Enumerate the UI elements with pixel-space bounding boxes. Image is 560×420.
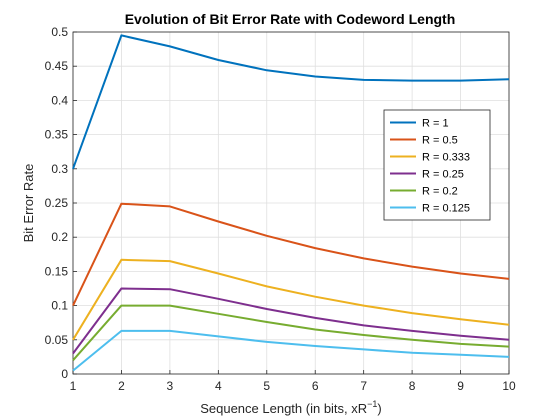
- y-axis-label: Bit Error Rate: [21, 164, 36, 243]
- legend-label: R = 0.125: [422, 203, 470, 215]
- y-tick-label: 0.35: [45, 128, 69, 142]
- legend: R = 1 R = 0.5 R = 0.333 R = 0.25 R = 0.2 R = …: [383, 109, 491, 221]
- x-tick-label: 10: [502, 379, 516, 393]
- x-tick-label: 1: [70, 379, 77, 393]
- x-tick-label: 4: [215, 379, 222, 393]
- y-tick-label: 0.05: [45, 333, 69, 347]
- y-tick-label: 0.1: [51, 299, 68, 313]
- legend-label: R = 0.25: [422, 169, 464, 181]
- x-tick-label: 8: [409, 379, 416, 393]
- legend-label: R = 1: [422, 118, 449, 130]
- series-line-3: [72, 287, 510, 355]
- x-axis-label: Sequence Length (in bits, xR−1): [200, 399, 382, 416]
- y-tick-label: 0.2: [51, 230, 68, 244]
- y-tick-label: 0.15: [45, 264, 69, 278]
- x-tick-label: 5: [263, 379, 270, 393]
- legend-box: [383, 109, 491, 221]
- series-line-4: [72, 304, 510, 361]
- x-tick-label: 3: [167, 379, 174, 393]
- chart-title: Evolution of Bit Error Rate with Codewor…: [125, 11, 456, 27]
- y-tick-label: 0.45: [45, 59, 69, 73]
- axis-ticks: 1 2 3 4 5 6 7 8 9 10 0 0.05 0.1 0.15 0.2 0.25 0.3 0.35 0.4…: [45, 25, 516, 393]
- x-axis-label-main: Sequence Length (in bits, xR: [200, 401, 367, 416]
- x-axis-label-sup: −1: [367, 399, 377, 409]
- x-tick-label: 6: [312, 379, 319, 393]
- x-axis-label-end: ): [377, 401, 381, 416]
- y-tick-label: 0: [61, 367, 68, 381]
- y-tick-label: 0.3: [51, 162, 68, 176]
- series-line-0: [72, 34, 510, 170]
- y-tick-label: 0.5: [51, 25, 68, 39]
- y-tick-label: 0.25: [45, 196, 69, 210]
- series-lines: [72, 34, 510, 372]
- legend-label: R = 0.5: [422, 135, 458, 147]
- legend-label: R = 0.2: [422, 186, 458, 198]
- legend-label: R = 0.333: [422, 152, 470, 164]
- series-line-2: [72, 258, 510, 341]
- series-line-5: [72, 329, 510, 372]
- x-tick-label: 9: [457, 379, 464, 393]
- x-tick-label: 7: [360, 379, 367, 393]
- y-tick-label: 0.4: [51, 93, 68, 107]
- x-tick-label: 2: [118, 379, 125, 393]
- series-line-1: [72, 202, 510, 307]
